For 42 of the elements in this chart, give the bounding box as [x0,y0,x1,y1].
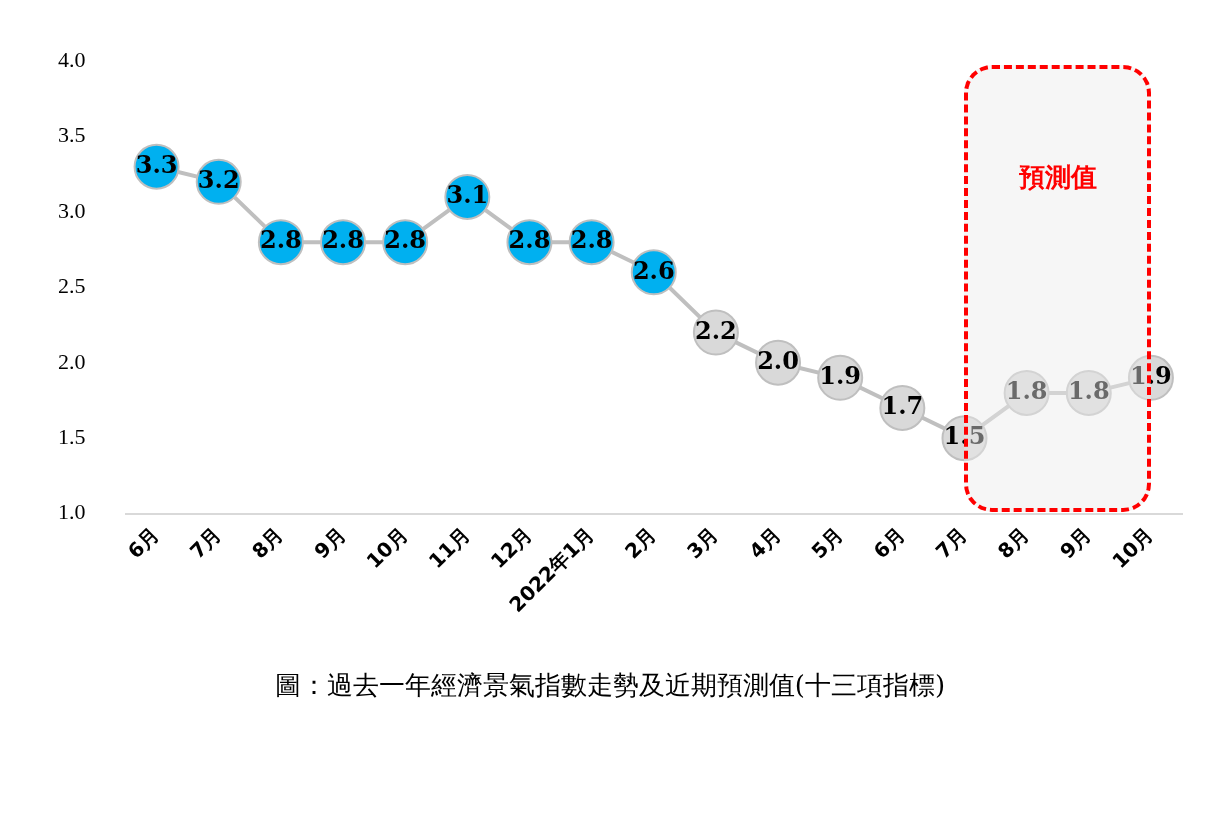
data-label: 2.8 [384,225,427,255]
y-tick-label: 1.5 [58,423,86,449]
x-tick-label: 10月 [361,522,413,574]
x-tick-label: 7月 [184,522,226,564]
x-tick-label: 12月 [485,522,537,574]
data-label: 1.8 [1005,376,1048,406]
x-tick-label: 8月 [247,522,289,564]
data-label: 2.8 [322,225,364,255]
x-tick-label: 7月 [930,522,972,564]
data-label: 3.2 [197,165,240,195]
data-label: 2.0 [757,346,799,375]
y-tick-label: 3.0 [58,197,86,223]
data-label: 1.7 [881,391,924,421]
data-label: 1.5 [943,421,986,451]
data-label: 2.8 [508,225,551,255]
x-tick-label: 3月 [682,522,724,564]
x-tick-label: 11月 [423,522,475,574]
x-tick-label: 6月 [122,522,164,564]
data-label: 2.2 [695,315,737,345]
x-tick-label: 10月 [1107,522,1159,574]
x-tick-label: 9月 [1055,522,1096,564]
x-tick-label: 4月 [744,522,786,564]
data-label: 3.3 [135,149,178,179]
text: 圖：過去一年經濟景氣指數走勢及近期預測值(十三項指標) [273,669,947,702]
x-tick-label: 2月 [620,522,661,564]
annotation: 預測值 [1017,161,1098,195]
data-label: 2.8 [570,225,613,255]
x-tick-label: 9月 [309,522,351,564]
y-tick-label: 3.5 [58,122,86,148]
y-tick-label: 1.0 [58,499,86,525]
x-tick-label: 8月 [992,522,1034,564]
data-label: 1.8 [1067,376,1110,406]
y-tick-label: 2.5 [58,273,86,299]
data-label: 1.9 [819,361,862,391]
x-tick-label: 6月 [868,522,910,564]
data-label: 1.9 [1130,361,1172,391]
data-label: 2.6 [632,255,675,285]
data-label: 2.8 [259,225,302,255]
data-label: 3.1 [446,180,489,210]
y-tick-label: 2.0 [58,348,86,374]
x-tick-label: 5月 [806,522,848,564]
y-tick-label: 4.0 [58,46,86,72]
